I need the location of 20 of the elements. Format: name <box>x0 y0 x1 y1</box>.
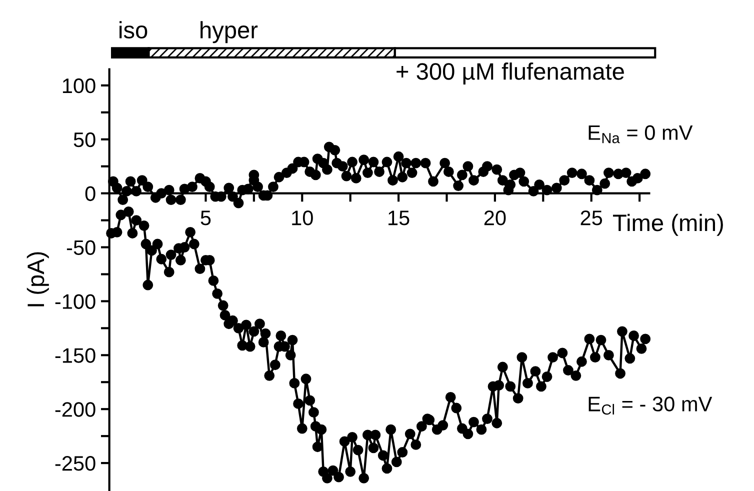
x-tick-label: 20 <box>484 210 506 226</box>
y-tick-label: -100 <box>55 294 96 309</box>
annotation: E$_{Na}$ = 0 mV <box>588 125 693 144</box>
x-tick-label: 25 <box>580 210 602 226</box>
annotation: E$_{Cl}$ = - 30 mV <box>588 396 712 415</box>
y-tick-label: -150 <box>55 348 96 363</box>
y-tick-label: 50 <box>74 132 96 148</box>
annotation: + 300 µM flufenamate <box>396 62 624 85</box>
x-axis-title: Time (min) <box>613 214 723 236</box>
y-tick-label: 0 <box>85 186 96 202</box>
y-tick-label: 100 <box>62 78 96 94</box>
x-tick-label: 15 <box>388 210 410 226</box>
x-tick-label: 10 <box>292 210 313 226</box>
y-tick-label: -200 <box>55 402 96 417</box>
text: hyper <box>200 21 258 44</box>
y-tick-label: -250 <box>55 456 96 471</box>
y-axis-title: I (pA) <box>26 252 49 306</box>
y-tick-label: -50 <box>66 240 96 256</box>
x-tick-label: 5 <box>200 210 211 226</box>
text: iso <box>120 21 148 38</box>
